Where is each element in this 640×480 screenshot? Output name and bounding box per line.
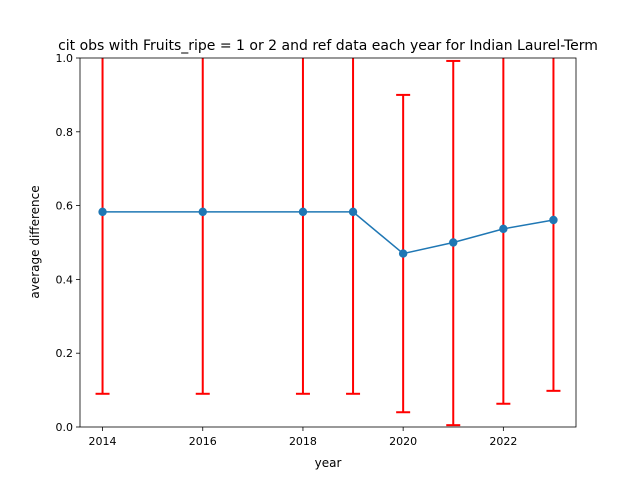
y-tick-label: 0.6 [56,200,74,213]
x-axis-ticks: 2014 2016 2018 2020 2022 [89,427,517,448]
x-tick-label: 2018 [289,435,317,448]
chart-title: cit obs with Fruits_ripe = 1 or 2 and re… [58,38,598,54]
y-axis-ticks: 0.0 0.2 0.4 0.6 0.8 1.0 [56,52,80,434]
series-line-layer [102,211,554,255]
data-point [348,207,358,217]
y-tick-label: 0.0 [56,421,74,434]
data-point [398,249,408,258]
y-tick-label: 0.4 [56,273,74,286]
axes-frame [79,57,577,428]
y-tick-label: 0.8 [56,126,74,139]
series-marker-layer [98,207,558,258]
data-point [449,238,458,247]
data-point [298,207,308,217]
data-point [549,215,558,225]
y-tick-label: 1.0 [56,52,74,65]
x-tick-label: 2020 [389,435,417,448]
data-point [198,207,207,217]
x-tick-label: 2022 [489,435,517,448]
y-tick-label: 0.2 [56,347,74,360]
x-tick-label: 2014 [89,435,117,448]
data-point [499,224,508,234]
data-point [98,207,107,217]
plot-area [80,58,576,427]
series-line [102,211,554,255]
x-tick-label: 2016 [189,435,217,448]
x-axis-label: year [315,456,342,470]
y-axis-label: average difference [28,185,42,298]
